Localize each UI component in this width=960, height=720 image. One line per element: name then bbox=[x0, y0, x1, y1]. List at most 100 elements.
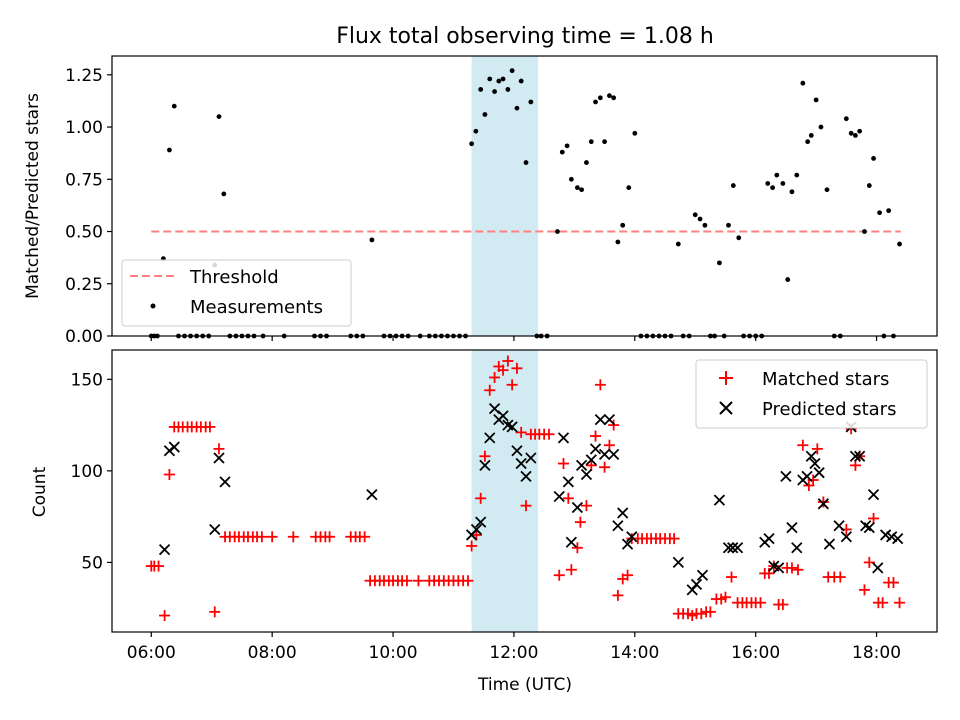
predicted-point bbox=[484, 432, 496, 444]
predicted-point bbox=[713, 494, 726, 506]
predicted-point bbox=[479, 459, 491, 472]
predicted-point bbox=[696, 569, 709, 581]
measurement-point bbox=[717, 260, 722, 266]
matched-point bbox=[475, 492, 487, 504]
measurement-point bbox=[216, 114, 222, 119]
measurement-point bbox=[794, 172, 800, 178]
bottom-highlight-rect bbox=[471, 350, 539, 632]
top-highlight-span bbox=[471, 56, 539, 336]
predicted-point bbox=[168, 441, 180, 453]
measurement-point bbox=[167, 147, 172, 153]
predicted-point bbox=[840, 531, 852, 543]
measurement-point bbox=[478, 87, 484, 92]
measurement-point bbox=[559, 149, 565, 155]
matched-point bbox=[553, 569, 565, 581]
predicted-point bbox=[553, 490, 565, 503]
matched-point bbox=[755, 597, 767, 609]
matched-point bbox=[834, 571, 846, 583]
measurement-point bbox=[818, 124, 824, 130]
matched-point bbox=[506, 379, 518, 391]
predicted-point bbox=[515, 457, 527, 470]
predicted-point bbox=[511, 445, 523, 457]
predicted-point bbox=[892, 532, 904, 545]
matched-point bbox=[695, 608, 707, 620]
measurement-point bbox=[505, 87, 511, 92]
predicted-point bbox=[780, 470, 792, 482]
predicted-point bbox=[849, 450, 862, 462]
top-panel: 0.00 0.25 0.50 0.75 1.00 1.25 Matched/Predict… bbox=[23, 55, 938, 347]
predicted-point bbox=[565, 536, 577, 548]
bottom-y-tick-label: 150 bbox=[71, 370, 103, 390]
predicted-point bbox=[801, 470, 813, 482]
measurement-point bbox=[593, 99, 598, 105]
bottom-predicted-points bbox=[158, 402, 904, 596]
top-y-tick-label: 0.25 bbox=[65, 275, 103, 295]
matched-point bbox=[887, 577, 899, 589]
legend-measurement-swatch bbox=[150, 303, 156, 309]
measurement-point bbox=[555, 229, 560, 234]
matched-point bbox=[726, 571, 738, 583]
measurement-point bbox=[369, 237, 375, 243]
top-y-tick-label: 0.50 bbox=[65, 223, 103, 243]
predicted-point bbox=[809, 457, 821, 470]
matched-point bbox=[599, 461, 611, 473]
predicted-point bbox=[608, 448, 620, 461]
predicted-point bbox=[722, 542, 735, 554]
matched-point bbox=[786, 562, 798, 574]
measurement-point bbox=[500, 76, 506, 82]
matched-point bbox=[668, 533, 680, 545]
predicted-point bbox=[209, 523, 221, 536]
matched-point bbox=[489, 371, 501, 383]
predicted-point bbox=[213, 452, 225, 464]
measurement-point bbox=[509, 68, 515, 74]
predicted-point bbox=[366, 489, 378, 501]
bottom-highlight-span bbox=[471, 350, 539, 632]
top-x-ticks bbox=[150, 336, 878, 341]
measurement-point bbox=[780, 181, 786, 186]
predicted-point bbox=[727, 542, 739, 554]
measurement-point bbox=[862, 229, 867, 234]
top-y-tick-label: 0.00 bbox=[65, 327, 103, 347]
matched-point bbox=[209, 606, 221, 618]
matched-point bbox=[574, 516, 586, 528]
measurement-point bbox=[853, 133, 858, 138]
predicted-point bbox=[506, 421, 518, 433]
matched-point bbox=[466, 540, 478, 552]
predicted-point bbox=[817, 498, 830, 510]
top-y-axis-label: Matched/Predicted stars bbox=[23, 93, 43, 299]
measurement-point bbox=[469, 141, 475, 147]
bottom-panel: 50 100 150 06:00 08:00 10:00 12:00 14:00 16:00 1… bbox=[30, 349, 938, 695]
measurement-point bbox=[726, 222, 731, 228]
bottom-legend: Matched stars Predicted stars bbox=[695, 359, 928, 429]
predicted-point bbox=[158, 543, 171, 556]
predicted-point bbox=[833, 520, 845, 532]
matched-point bbox=[704, 606, 716, 618]
predicted-point bbox=[562, 476, 574, 488]
bottom-y-tick-label: 100 bbox=[71, 462, 103, 482]
matched-point bbox=[792, 564, 804, 576]
measurement-point bbox=[871, 155, 876, 161]
bottom-x-tick-label: 14:00 bbox=[610, 643, 659, 663]
predicted-point bbox=[731, 542, 744, 554]
measurement-point bbox=[496, 78, 502, 84]
predicted-point bbox=[854, 450, 866, 462]
matched-point bbox=[462, 575, 474, 587]
bottom-x-tick-label: 08:00 bbox=[248, 643, 297, 663]
matched-point bbox=[401, 575, 413, 587]
matched-point bbox=[811, 443, 823, 455]
predicted-point bbox=[863, 521, 875, 534]
measurement-point bbox=[492, 89, 497, 94]
measurement-point bbox=[813, 97, 819, 103]
bottom-x-tick-label: 18:00 bbox=[852, 643, 901, 663]
predicted-point bbox=[575, 459, 588, 472]
bottom-x-tick-label: 06:00 bbox=[127, 643, 176, 663]
measurement-point bbox=[866, 183, 872, 188]
bottom-x-tick-label: 10:00 bbox=[369, 643, 418, 663]
bottom-legend-box bbox=[695, 359, 928, 429]
legend-matched-label: Matched stars bbox=[762, 369, 889, 390]
predicted-point bbox=[612, 520, 624, 532]
measurement-point bbox=[877, 210, 882, 216]
matched-point bbox=[562, 492, 574, 504]
measurement-point bbox=[770, 185, 776, 191]
